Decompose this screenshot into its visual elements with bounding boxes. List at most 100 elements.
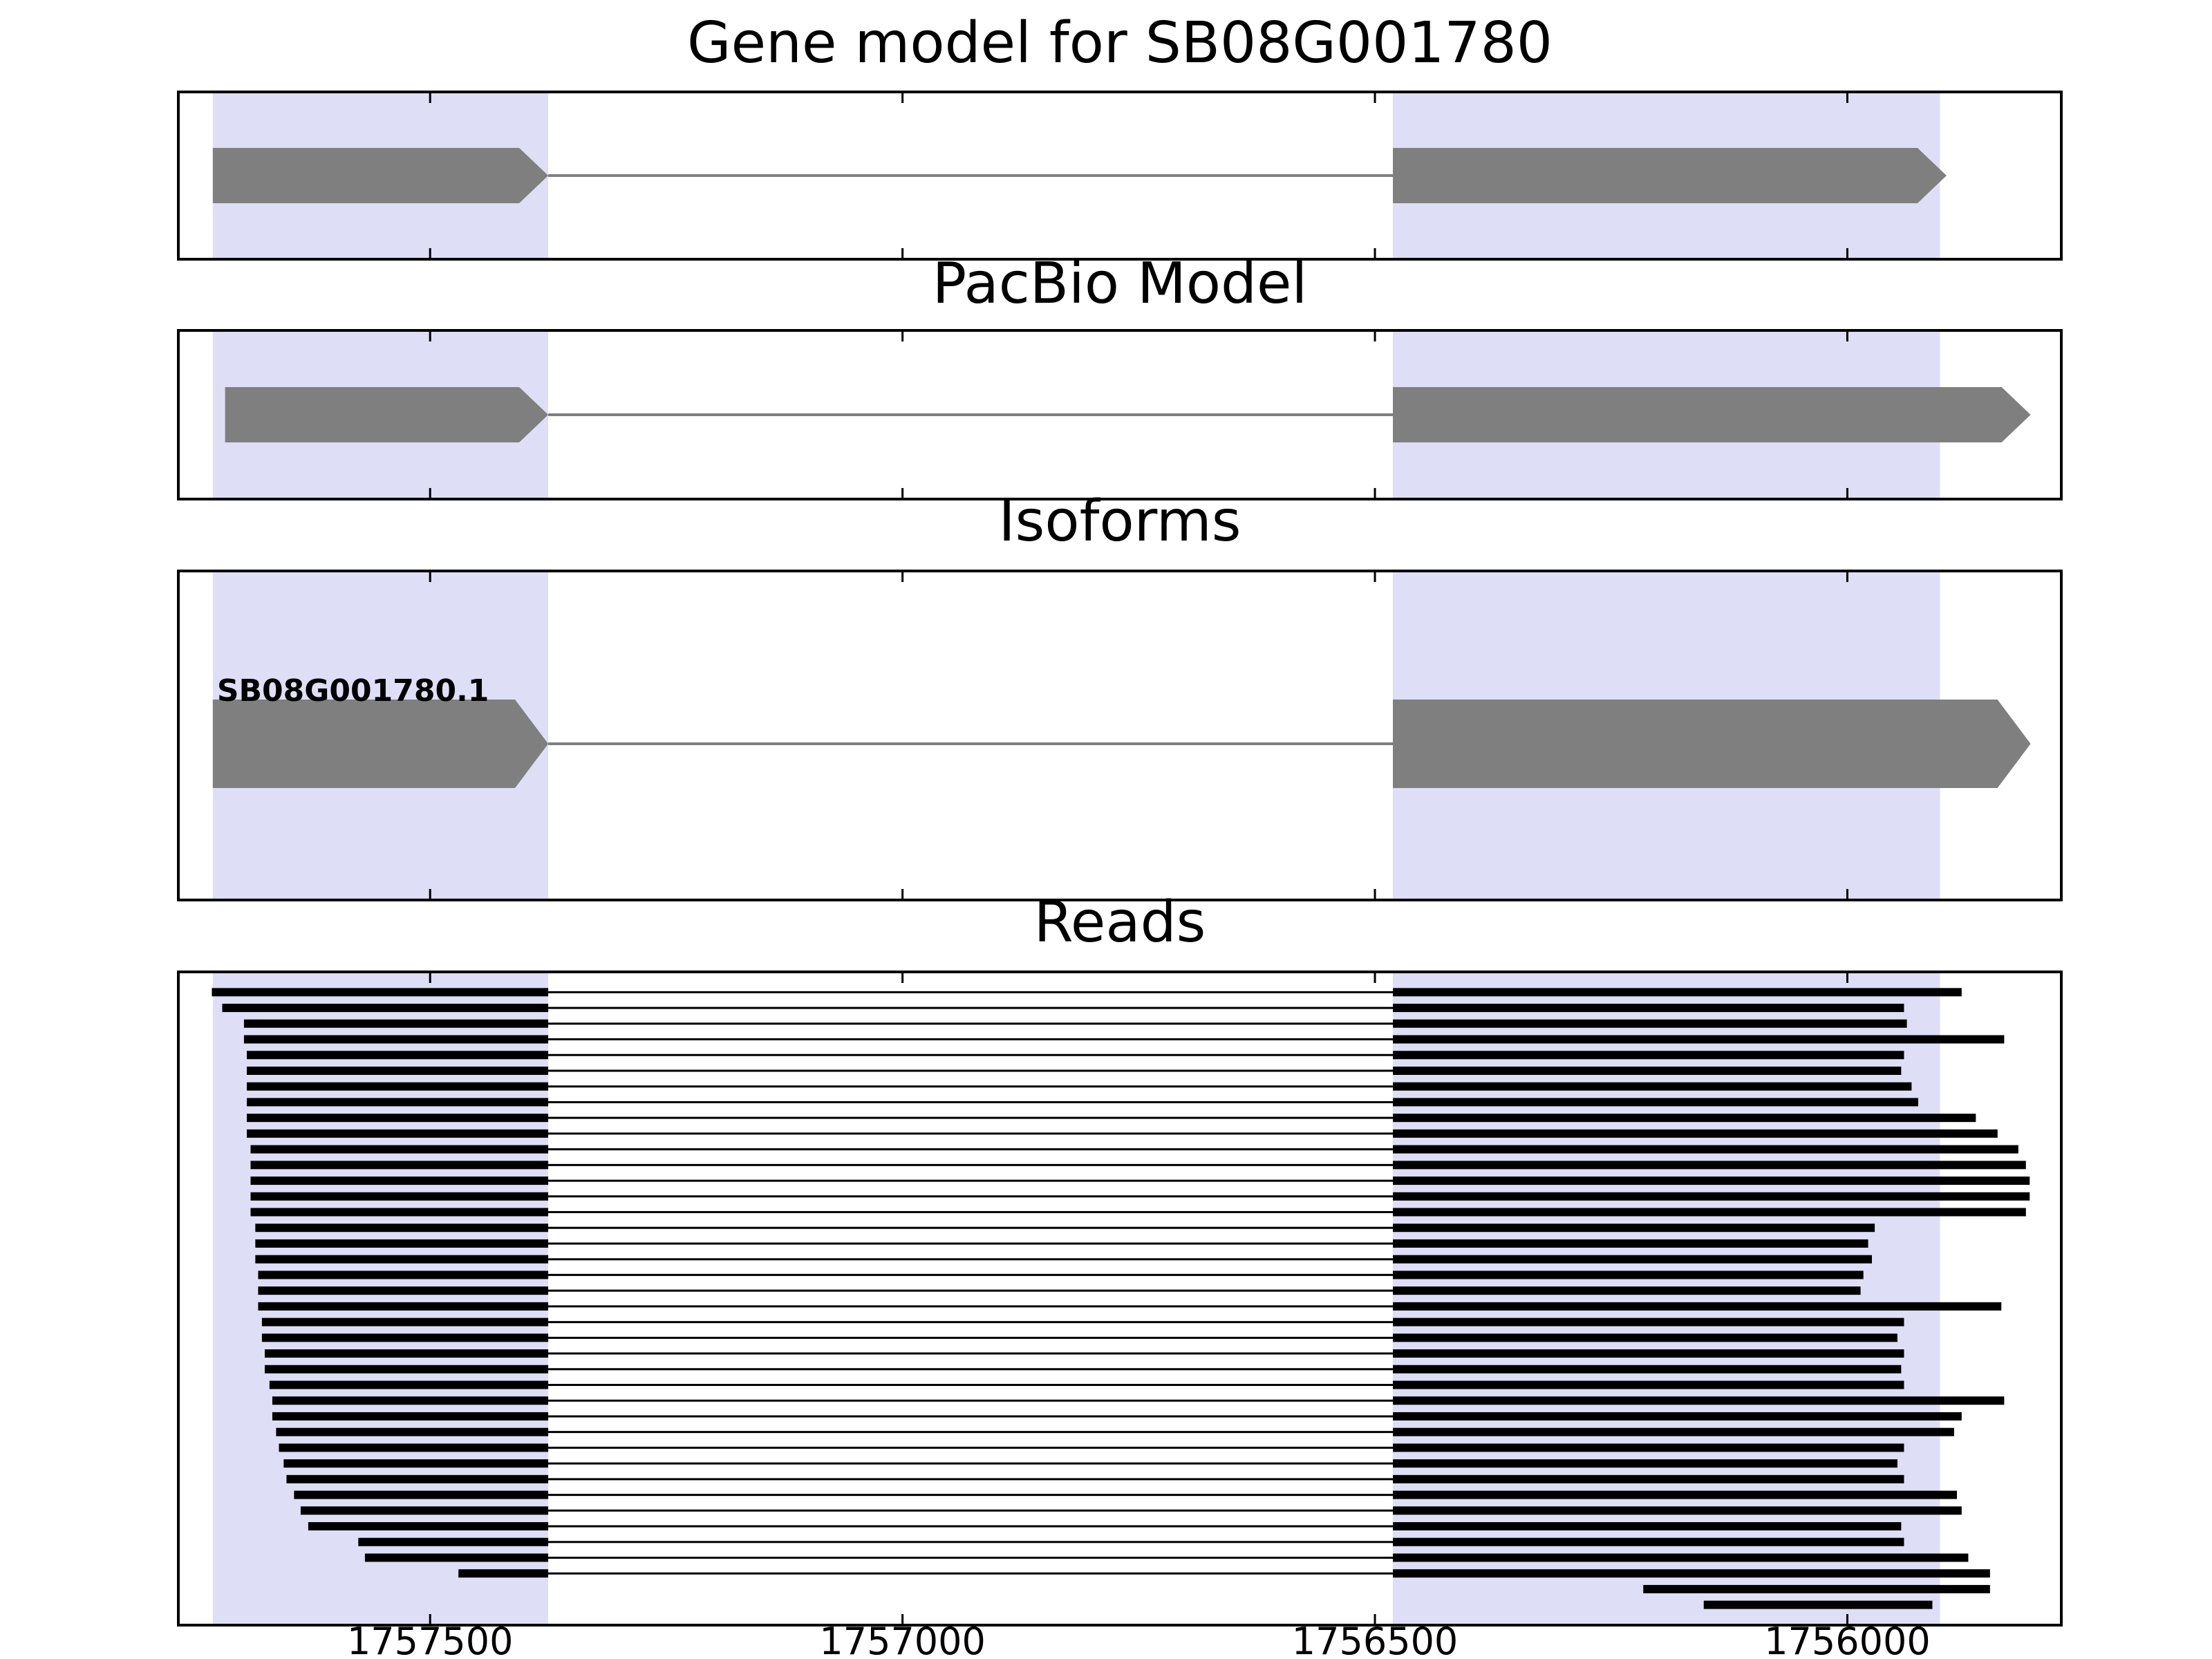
read-segment [1393,1192,2030,1201]
isoforms-title: Isoforms [998,489,1241,554]
read-segment [1393,1098,1918,1107]
read-segment [261,1318,549,1327]
read-segment [272,1396,549,1405]
x-tick-label: 1756000 [1764,1620,1931,1659]
read-segment [1393,1474,1904,1483]
read-segment [1393,1553,1969,1562]
read-segment [250,1145,549,1154]
exon-highlight-region [1393,973,1940,1624]
read-segment [243,1035,549,1044]
read-segment [1393,1286,1861,1295]
read-segment [1393,1255,1872,1264]
read-segment [265,1365,549,1374]
isoform-label: SB08G001780.1 [217,673,489,709]
read-segment [1393,1114,1976,1123]
x-tick-label: 1757000 [819,1620,986,1659]
read-segment [250,1208,549,1217]
read-segment [258,1302,549,1311]
read-segment [1393,1177,2030,1185]
read-segment [300,1506,549,1515]
read-segment [1393,1019,1907,1028]
read-segment [1393,1427,1954,1436]
exon-arrow [212,700,549,788]
read-segment [265,1349,549,1358]
read-segment [250,1177,549,1185]
read-segment [283,1459,549,1468]
read-segment [261,1333,549,1342]
read-segment [250,1161,549,1170]
read-segment [1393,1224,1875,1232]
read-segment [1393,1082,1912,1091]
pacbio-model-title: PacBio Model [932,251,1308,317]
isoforms-plot: SB08G001780.1 [212,572,2031,899]
read-segment [1393,1412,1962,1421]
read-segment [272,1412,549,1421]
read-segment [1643,1584,1990,1593]
read-segment [1393,1459,1897,1468]
read-segment [1393,1004,1904,1013]
reads-title: Reads [1033,890,1206,955]
read-segment [1393,1396,2005,1405]
read-segment [255,1239,549,1248]
gene-model-title: Gene model for SB08G001780 [687,10,1553,76]
read-segment [250,1192,549,1201]
read-segment [1393,1333,1897,1342]
read-segment [255,1224,549,1232]
read-segment [1393,1271,1864,1280]
read-segment [1393,1490,1958,1499]
read-segment [247,1114,549,1123]
read-segment [308,1522,549,1531]
read-segment [1393,1129,1998,1138]
exon-highlight-region [212,973,549,1624]
reads-panel [177,971,2063,1627]
read-segment [1393,1569,1990,1578]
pacbio-model-plot [212,332,2031,498]
exon-arrow [1393,700,2031,788]
read-segment [1393,1365,1902,1374]
read-segment [1393,1145,2018,1154]
read-segment [1393,1035,2005,1044]
exon-arrow [225,387,549,442]
read-segment [243,1019,549,1028]
read-segment [358,1537,549,1546]
gene-model-plot [212,93,1947,258]
read-segment [269,1380,549,1389]
read-segment [1393,1380,1904,1389]
read-segment [247,1082,549,1091]
read-segment [247,1129,549,1138]
read-segment [1393,1506,1962,1515]
exon-arrow [1393,387,2031,442]
read-segment [247,1066,549,1075]
read-segment [222,1004,549,1013]
read-segment [1393,1239,1868,1248]
read-segment [1393,1522,1902,1531]
isoforms-panel: SB08G001780.1 [177,570,2063,901]
read-segment [1393,1302,2002,1311]
read-segment [364,1553,549,1562]
x-tick-label: 1756500 [1291,1620,1459,1659]
read-segment [276,1427,549,1436]
read-segment [1393,1318,1904,1327]
read-segment [1393,1161,2026,1170]
read-segment [247,1098,549,1107]
read-segment [1393,1051,1904,1060]
read-segment [247,1051,549,1060]
read-segment [258,1286,549,1295]
pacbio-model-panel [177,329,2063,500]
read-segment [212,988,549,997]
read-segment [1393,1208,2026,1217]
read-segment [458,1569,549,1578]
x-tick-label: 1757500 [346,1620,514,1659]
reads-plot [212,973,2030,1624]
read-segment [294,1490,549,1499]
read-segment [1393,1349,1904,1358]
read-segment [286,1474,549,1483]
read-segment [1393,1443,1904,1452]
gene-model-panel [177,91,2063,261]
read-segment [255,1255,549,1264]
read-segment [1393,1066,1902,1075]
read-segment [1393,988,1962,997]
read-segment [258,1271,549,1280]
exon-arrow [212,148,549,203]
x-axis-tick-labels: 1757500 1757000 1756500 1756000 [180,1623,2060,1659]
